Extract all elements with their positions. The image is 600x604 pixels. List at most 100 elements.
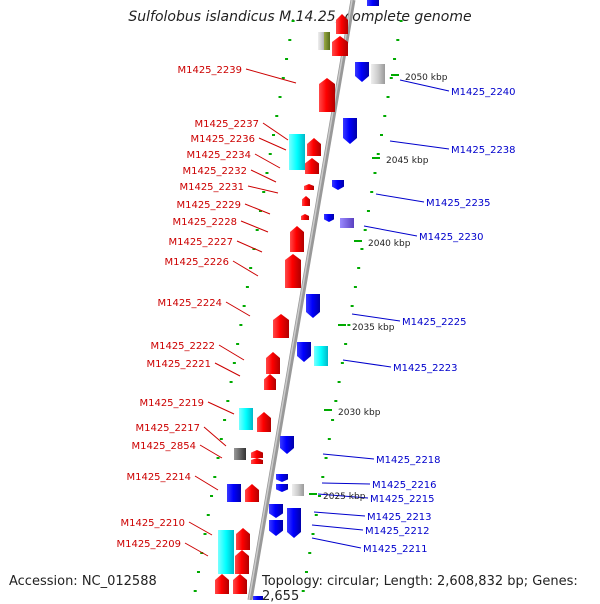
scale-label: 2050 kbp [405, 73, 448, 83]
gene-label-reverse: M1425_2213 [367, 512, 432, 523]
tick-mark [226, 400, 230, 402]
leader-line [317, 493, 369, 499]
tick-marks [193, 20, 403, 592]
leader-line [199, 444, 223, 459]
tick-mark [229, 381, 233, 383]
tick-mark [363, 229, 367, 231]
gene-glyph [324, 32, 330, 50]
gene-glyph [302, 196, 310, 206]
leader-line [232, 260, 259, 277]
gene-glyph [257, 412, 271, 432]
tick-mark [196, 571, 200, 573]
tick-mark [311, 533, 315, 535]
gene-label-reverse: M1425_2225 [402, 317, 467, 328]
gene-label-forward: M1425_2228 [172, 217, 237, 228]
gene-glyph [245, 484, 259, 502]
gene-label-forward: M1425_2236 [190, 134, 255, 145]
gene-glyph [235, 550, 249, 574]
gene-glyph [280, 436, 294, 454]
gene-glyph [292, 484, 304, 496]
gene-glyph [233, 574, 247, 594]
tick-mark [386, 96, 390, 98]
tick-mark [271, 134, 275, 136]
tick-mark [304, 571, 308, 573]
gene-label-forward: M1425_2227 [168, 237, 233, 248]
gene-glyph [367, 0, 379, 6]
tick-mark [249, 267, 253, 269]
leader-line [363, 225, 418, 237]
tick-mark [255, 229, 259, 231]
tick-mark [340, 362, 344, 364]
leader-line [311, 524, 364, 531]
tick-mark [347, 324, 351, 326]
gene-label-reverse: M1425_2215 [370, 494, 435, 505]
leader-line [214, 362, 241, 377]
tick-mark [396, 39, 400, 41]
scale-label: 2030 kbp [338, 408, 381, 418]
leader-line [351, 313, 401, 322]
gene-glyph [236, 528, 250, 550]
gene-glyph [269, 504, 283, 518]
tick-mark [350, 305, 354, 307]
tick-mark [314, 514, 318, 516]
leader-line [375, 193, 425, 203]
gene-label-forward: M1425_2214 [126, 472, 191, 483]
leader-line [262, 122, 289, 141]
gene-label-forward: M1425_2224 [157, 298, 222, 309]
leader-line [203, 426, 227, 447]
accession-text: Accession: NC_012588 [9, 574, 157, 589]
tick-mark [252, 248, 256, 250]
leader-line [240, 220, 269, 233]
tick-mark [223, 419, 227, 421]
tick-mark [366, 210, 370, 212]
gene-glyph [307, 138, 321, 156]
leader-line [207, 401, 235, 415]
gene-glyph [371, 64, 385, 84]
label-leader-lines [184, 68, 450, 557]
gene-label-forward: M1425_2210 [120, 518, 185, 529]
gene-label-reverse: M1425_2216 [372, 480, 437, 491]
tick-mark [278, 96, 282, 98]
leader-line [247, 185, 279, 194]
tick-mark [331, 419, 335, 421]
leader-line [244, 203, 271, 215]
tick-mark [213, 476, 217, 478]
gene-label-reverse: M1425_2218 [376, 455, 441, 466]
tick-mark [379, 134, 383, 136]
tick-mark [360, 248, 364, 250]
leader-line [399, 79, 450, 92]
leader-line [342, 359, 392, 368]
leader-line [250, 169, 277, 183]
gene-label-forward: M1425_2232 [182, 166, 247, 177]
leader-line [225, 301, 251, 317]
tick-mark [353, 286, 357, 288]
gene-label-forward: M1425_2854 [131, 441, 196, 452]
backbone-line [247, 0, 356, 600]
gene-label-forward: M1425_2209 [116, 539, 181, 550]
tick-mark [268, 153, 272, 155]
gene-label-forward: M1425_2229 [176, 200, 241, 211]
gene-glyph [234, 448, 246, 460]
tick-mark [285, 58, 289, 60]
leader-line [218, 344, 245, 361]
gene-glyph [319, 78, 335, 112]
scale-tick [372, 157, 380, 159]
map-title: Sulfolobus islandicus M.14.25, complete … [128, 9, 472, 25]
tick-mark [308, 552, 312, 554]
gene-label-reverse: M1425_2211 [363, 544, 428, 555]
gene-label-forward: M1425_2234 [186, 150, 251, 161]
tick-mark [324, 457, 328, 459]
leader-line [311, 537, 362, 549]
gene-glyph [264, 374, 276, 390]
tick-mark [242, 305, 246, 307]
tick-mark [275, 115, 279, 117]
tick-mark [236, 343, 240, 345]
gene-glyph [215, 574, 229, 594]
tick-mark [318, 495, 322, 497]
tick-mark [262, 191, 266, 193]
gene-label-forward: M1425_2217 [135, 423, 200, 434]
leader-line [245, 68, 297, 84]
tick-mark [344, 343, 348, 345]
gene-glyph [251, 450, 263, 458]
gene-glyph [314, 346, 328, 366]
